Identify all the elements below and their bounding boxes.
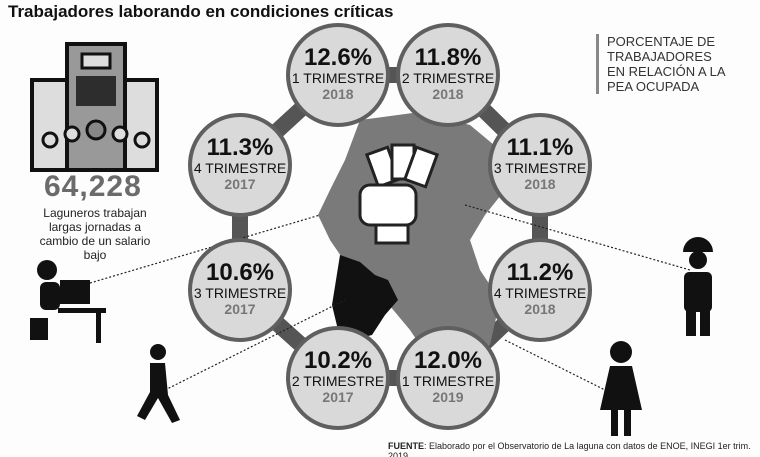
stat-circle-2018-q4: 11.2% 4 TRIMESTRE 2018 [488, 238, 592, 342]
source-note: FUENTE: Elaborado por el Observatorio de… [388, 441, 751, 457]
construction-worker-icon [683, 237, 713, 336]
page-title: Trabajadores laborando en condiciones cr… [8, 2, 394, 21]
state-map [318, 112, 505, 365]
stat-circle-2017-q4: 11.3% 4 TRIMESTRE 2017 [188, 113, 292, 217]
stat-circle-2019-q1: 12.0% 1 TRIMESTRE 2019 [396, 326, 500, 430]
stat-circle-2017-q2: 10.2% 2 TRIMESTRE 2017 [286, 326, 390, 430]
stat-circle-2017-q3: 10.6% 3 TRIMESTRE 2017 [188, 238, 292, 342]
stat-circle-2018-q2: 11.8% 2 TRIMESTRE 2018 [396, 23, 500, 127]
fist-money-icon [358, 143, 440, 245]
laguna-region-map [332, 255, 398, 340]
woman-icon [600, 341, 642, 436]
worker-count: 64,228 [44, 170, 142, 203]
legend-text: PORCENTAJE DE TRABAJADORES EN RELACIÓN A… [596, 34, 727, 94]
building-people-icon [30, 42, 159, 172]
worker-count-caption: Laguneros trabajan largas jornadas a cam… [39, 206, 151, 262]
office-worker-icon [30, 260, 106, 343]
stat-circle-2018-q3: 11.1% 3 TRIMESTRE 2018 [488, 113, 592, 217]
walking-person-icon [137, 344, 180, 423]
stat-circle-2018-q1: 12.6% 1 TRIMESTRE 2018 [286, 23, 390, 127]
